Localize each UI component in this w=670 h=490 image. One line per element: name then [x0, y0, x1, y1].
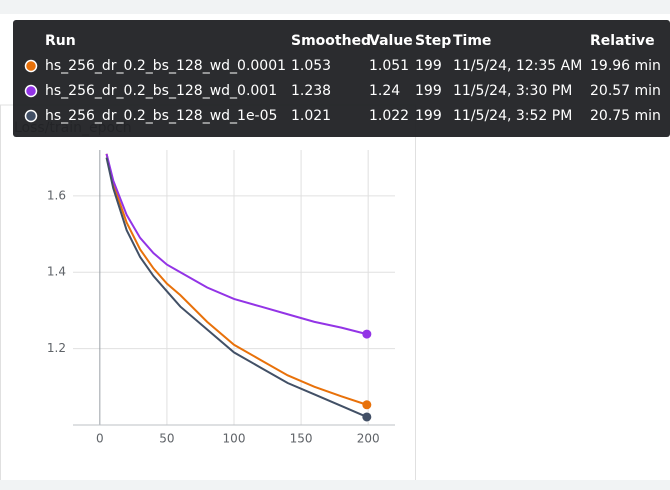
x-tick-label: 0 [96, 432, 104, 446]
tooltip-cell: 199 [415, 83, 442, 99]
run-swatch [24, 59, 38, 73]
tooltip-cell: 1.022 [369, 108, 409, 124]
tooltip-header: Value [369, 33, 413, 49]
tooltip-cell: 11/5/24, 12:35 AM [453, 58, 582, 74]
tooltip-cell: 20.57 min [590, 83, 661, 99]
tooltip-cell: 1.051 [369, 58, 409, 74]
top-strip [0, 0, 670, 14]
y-tick-label: 1.4 [47, 265, 66, 279]
end-point [362, 329, 372, 339]
plot: 1.2 1.4 1.6 0 50 100 150 200 [47, 150, 395, 446]
series-line [105, 153, 368, 336]
tooltip-header: Smoothed [291, 33, 371, 49]
tooltip-header: Relative [590, 33, 655, 49]
run-swatch [24, 84, 38, 98]
x-tick-label: 50 [159, 432, 174, 446]
x-tick-label: 200 [357, 432, 380, 446]
tooltip-cell: 19.96 min [590, 58, 661, 74]
series-line [105, 153, 368, 406]
bottom-strip [0, 480, 670, 490]
tooltip-cell: 199 [415, 58, 442, 74]
x-tick-label: 100 [223, 432, 246, 446]
tooltip-cell: 11/5/24, 3:30 PM [453, 83, 572, 99]
tooltip-cell: hs_256_dr_0.2_bs_128_wd_0.001 [45, 83, 277, 99]
tooltip-cell: hs_256_dr_0.2_bs_128_wd_1e-05 [45, 108, 277, 124]
y-tick-label: 1.6 [47, 188, 66, 202]
tooltip-cell: 1.24 [369, 83, 400, 99]
end-point [362, 412, 372, 422]
tooltip-header: Run [45, 33, 76, 49]
card [0, 104, 416, 486]
tooltip-cell: 20.75 min [590, 108, 661, 124]
y-tick-label: 1.2 [47, 341, 66, 355]
tooltip-header: Step [415, 33, 451, 49]
tooltip-cell: 199 [415, 108, 442, 124]
tooltip-cell: 1.238 [291, 83, 331, 99]
series-line [105, 157, 368, 418]
tooltip-cell: 11/5/24, 3:52 PM [453, 108, 572, 124]
tooltip-cell: hs_256_dr_0.2_bs_128_wd_0.0001 [45, 58, 286, 74]
tooltip-header: Time [453, 33, 491, 49]
end-point [362, 400, 372, 410]
tooltip-cell: 1.021 [291, 108, 331, 124]
tooltip-cell: 1.053 [291, 58, 331, 74]
run-swatch [24, 109, 38, 123]
x-tick-label: 150 [290, 432, 313, 446]
tooltip-bg [13, 20, 670, 137]
